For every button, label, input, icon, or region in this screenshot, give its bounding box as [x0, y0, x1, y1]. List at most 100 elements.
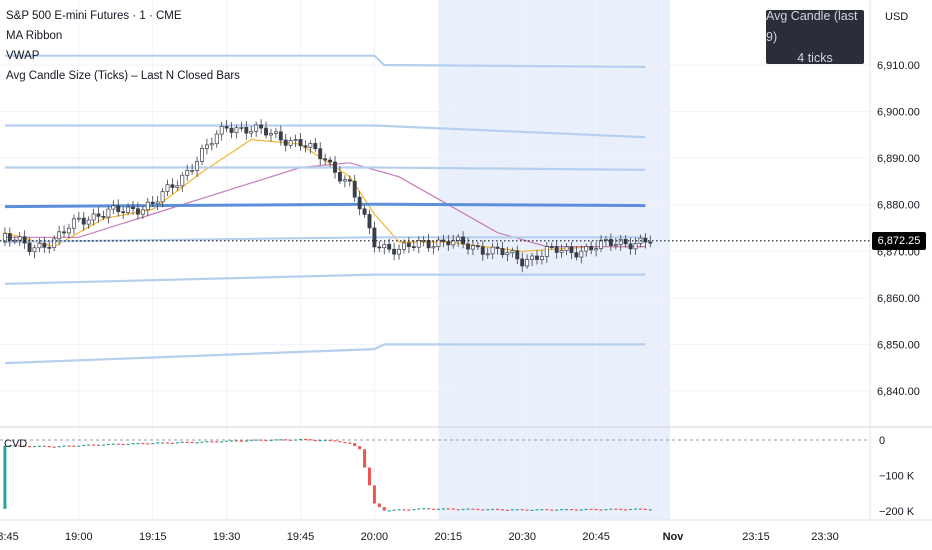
- candle-body: [599, 239, 603, 249]
- candle-body: [554, 246, 559, 253]
- candle-body: [165, 184, 170, 192]
- candle-body: [618, 239, 623, 245]
- series-band-2: [4, 273, 646, 285]
- candle-body: [352, 180, 357, 198]
- candle-body: [288, 140, 293, 146]
- candle-body: [283, 139, 288, 146]
- candle-body: [539, 256, 544, 260]
- cvd-bar: [505, 509, 509, 511]
- candle-body: [254, 124, 259, 132]
- cvd-bar: [8, 445, 12, 447]
- cvd-bar: [382, 507, 386, 511]
- candle-body: [121, 211, 126, 214]
- candle-body: [372, 227, 377, 248]
- candle-body: [456, 236, 461, 241]
- cvd-bar: [343, 442, 347, 444]
- cvd-bar: [97, 444, 101, 446]
- candle-body: [544, 246, 549, 257]
- cvd-bar: [569, 508, 573, 511]
- cvd-bar: [284, 439, 288, 441]
- cvd-bar: [18, 445, 22, 447]
- legend-avg-candle[interactable]: Avg Candle Size (Ticks) – Last N Closed …: [6, 70, 240, 82]
- candle-body: [150, 201, 155, 205]
- cvd-bar: [101, 444, 105, 446]
- candle-body: [209, 143, 214, 146]
- candle-body: [431, 246, 436, 249]
- y-tick-label: 6,880.00: [877, 200, 920, 212]
- cvd-bar: [190, 441, 194, 444]
- cvd-bar: [141, 442, 145, 445]
- cvd-y-tick-label: −100 K: [879, 471, 915, 483]
- x-tick-label: 19:30: [213, 531, 241, 543]
- candle-body: [520, 258, 525, 267]
- cvd-bar: [23, 445, 27, 447]
- candle-body: [392, 248, 397, 255]
- cvd-bar: [648, 509, 652, 511]
- candle-body: [337, 172, 342, 182]
- cvd-bar: [67, 445, 71, 447]
- candle-body: [293, 139, 298, 141]
- series-vwap: [4, 202, 646, 209]
- candle-body: [579, 250, 584, 258]
- cvd-bar: [481, 509, 485, 511]
- x-tick-label: 20:15: [435, 531, 463, 543]
- legend-vwap[interactable]: VWAP: [6, 50, 40, 62]
- cvd-bar: [161, 442, 165, 444]
- candle-body: [574, 252, 579, 258]
- cvd-bar: [486, 509, 490, 511]
- candle-body: [608, 239, 613, 246]
- currency-label[interactable]: USD: [885, 11, 909, 23]
- candle-body: [500, 248, 505, 256]
- cvd-label[interactable]: CVD: [4, 438, 28, 450]
- candle-body: [485, 253, 490, 256]
- cvd-bar: [230, 440, 234, 442]
- cvd-bar: [200, 441, 204, 443]
- cvd-bar: [619, 508, 623, 511]
- cvd-bar: [589, 508, 593, 511]
- candle-body: [204, 144, 209, 149]
- cvd-bar: [175, 442, 179, 444]
- candle-body: [200, 148, 204, 162]
- candle-body: [333, 161, 337, 173]
- avg-candle-value: 4 ticks: [797, 50, 833, 65]
- cvd-bar: [32, 445, 36, 448]
- cvd-bar: [13, 445, 17, 447]
- cvd-bar: [151, 442, 155, 445]
- candle-body: [402, 242, 406, 250]
- candle-body: [219, 126, 224, 135]
- candle-body: [96, 213, 101, 217]
- candle-body: [475, 245, 480, 248]
- cvd-bar: [269, 439, 273, 442]
- candle-body: [131, 206, 135, 210]
- candle-body: [116, 205, 121, 213]
- cvd-bar: [328, 439, 332, 442]
- cvd-bar: [520, 509, 524, 511]
- candle-body: [27, 242, 32, 253]
- cvd-bar: [62, 445, 66, 447]
- candle-body: [101, 216, 106, 218]
- legend-ma-ribbon[interactable]: MA Ribbon: [6, 30, 63, 42]
- candle-body: [57, 231, 62, 240]
- candle-body: [214, 133, 219, 145]
- candle-body: [357, 196, 362, 210]
- cvd-bar: [166, 442, 169, 444]
- cvd-bar: [121, 443, 125, 446]
- legend-symbol[interactable]: S&P 500 E-mini Futures · 1 · CME: [6, 10, 182, 22]
- cvd-bar: [303, 438, 307, 441]
- candle-body: [269, 133, 273, 136]
- cvd-bar: [210, 441, 214, 443]
- candle-body: [224, 126, 229, 129]
- candle-body: [106, 208, 111, 218]
- cvd-bar: [540, 509, 544, 511]
- candle-body: [342, 179, 347, 182]
- cvd-bar: [52, 446, 56, 448]
- x-tick-label: 23:15: [742, 531, 770, 543]
- cvd-bar: [274, 439, 278, 441]
- cvd-bar: [560, 509, 564, 511]
- candle-body: [525, 259, 530, 267]
- candle-body: [623, 239, 628, 245]
- cvd-bar: [422, 508, 426, 510]
- candle-body: [589, 246, 594, 251]
- cvd-bar: [402, 509, 406, 511]
